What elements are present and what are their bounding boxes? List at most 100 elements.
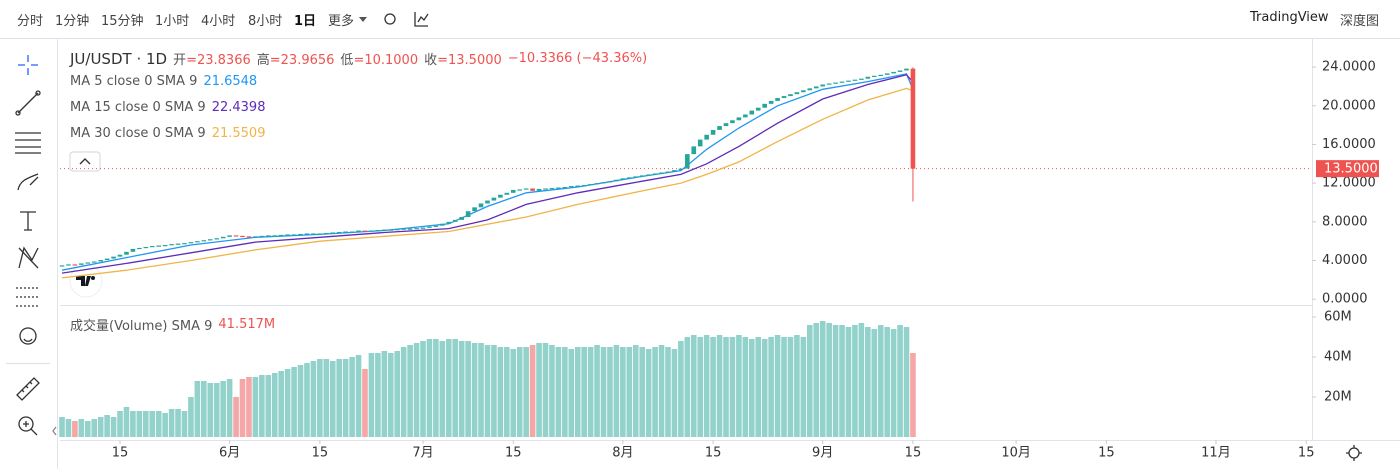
candle-body — [240, 235, 245, 238]
candle-body — [749, 110, 755, 115]
volume-bar — [284, 369, 291, 437]
candle-body — [826, 83, 832, 85]
candle-body — [691, 146, 697, 155]
forecast-tool[interactable] — [16, 287, 40, 307]
candle-body — [253, 236, 258, 238]
volume-bar — [652, 347, 658, 437]
tv-logo-mark — [76, 276, 91, 286]
settings-icon[interactable] — [384, 13, 396, 25]
volume-bar — [123, 407, 130, 437]
volume-bar — [220, 381, 226, 437]
volume-bar — [574, 347, 581, 437]
trend-line-tool[interactable] — [17, 92, 39, 114]
volume-bar — [774, 335, 781, 437]
price-tag — [1316, 160, 1379, 178]
volume-bar — [201, 381, 207, 437]
volume-bar — [594, 345, 600, 437]
x-tick-label: 7月 — [412, 446, 433, 461]
candle-body — [601, 182, 606, 184]
volume-bar — [703, 335, 710, 437]
candle-body — [878, 74, 884, 77]
candle-body — [298, 233, 303, 236]
collapse-button[interactable] — [69, 151, 101, 172]
drawing-tools[interactable] — [6, 12, 1362, 461]
volume-tick-label: 60M — [1324, 310, 1352, 325]
candle-body — [478, 203, 484, 208]
volume-bar — [839, 325, 845, 437]
candle-body — [324, 232, 329, 235]
collapse-arrow[interactable] — [52, 426, 57, 436]
volume-bar — [413, 343, 420, 437]
volume-bar — [845, 327, 852, 437]
volume-bar — [645, 349, 652, 437]
volume-bar — [484, 345, 491, 437]
volume-bar — [194, 381, 201, 437]
ruler-tool[interactable] — [16, 377, 40, 401]
x-tick-label: 15 — [905, 446, 922, 461]
candle-body — [485, 200, 490, 204]
candle-body — [349, 231, 355, 233]
volume-bar — [613, 345, 620, 437]
y-tick-label: 12.0000 — [1322, 176, 1376, 191]
volume-bar — [465, 341, 471, 437]
candle-body — [66, 264, 71, 266]
emoji-tool[interactable] — [19, 327, 37, 345]
crosshair-tool[interactable] — [18, 55, 38, 75]
candle-body — [498, 194, 503, 198]
candle-body — [730, 120, 735, 124]
candle-body — [111, 256, 116, 259]
candle-body — [369, 230, 374, 232]
candle-body — [214, 238, 220, 240]
candle-body — [588, 184, 593, 186]
volume-bar — [607, 347, 613, 437]
volume-bar — [349, 357, 355, 437]
volume-bar — [890, 329, 897, 437]
volume-tick-label: 20M — [1324, 390, 1352, 405]
candle-body — [652, 173, 658, 175]
volume-bar — [736, 335, 742, 437]
volume-bar — [136, 411, 143, 437]
candle-body — [755, 107, 761, 111]
volume-bar — [59, 417, 65, 437]
volume-bar — [213, 383, 220, 437]
candle-body — [330, 232, 336, 234]
candle-body — [59, 265, 65, 267]
volume-bar — [97, 417, 104, 437]
brush-tool[interactable] — [17, 173, 39, 191]
volume-bar — [297, 365, 304, 437]
ma-line — [61, 73, 914, 271]
volume-bar — [626, 347, 633, 437]
candle-body — [407, 228, 413, 230]
candle-body — [807, 88, 813, 91]
candle-body — [575, 185, 581, 187]
ma-line — [61, 74, 914, 274]
gear-icon[interactable] — [1348, 447, 1360, 459]
candle-body — [317, 233, 323, 235]
indicator-icon[interactable] — [414, 12, 429, 27]
candle-body — [768, 100, 774, 104]
candle-body — [227, 235, 232, 237]
volume-bar — [761, 339, 768, 437]
volume-bar — [755, 337, 762, 437]
x-tick-label: 15 — [705, 446, 722, 461]
volume-bar — [523, 347, 529, 437]
volume-bar — [310, 361, 317, 437]
candle-body — [530, 188, 535, 191]
text-tool[interactable] — [20, 211, 36, 231]
candle-body — [291, 234, 297, 236]
volume-bar — [678, 341, 684, 437]
fib-tool[interactable] — [15, 132, 41, 154]
volume-bar — [897, 325, 903, 437]
candle-body — [452, 219, 458, 222]
pattern-tool[interactable] — [18, 246, 39, 269]
candle-body — [639, 175, 645, 177]
candle-body — [79, 263, 84, 265]
candle-body — [336, 231, 342, 234]
volume-bar — [72, 421, 78, 437]
zoom-tool[interactable] — [18, 416, 34, 432]
x-tick-label: 11月 — [1201, 446, 1231, 461]
volume-bar — [549, 345, 555, 437]
volume-bar — [478, 343, 484, 437]
emoji-smile — [23, 338, 33, 342]
